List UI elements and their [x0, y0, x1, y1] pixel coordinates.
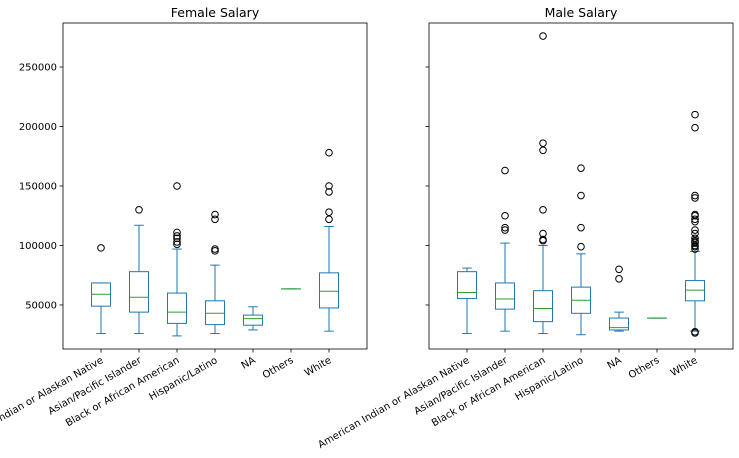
box-5 — [243, 306, 263, 331]
outlier-point — [211, 215, 219, 224]
outlier-point — [539, 235, 547, 244]
outlier-point — [211, 210, 219, 219]
outlier-point — [691, 226, 699, 234]
chart-title: Female Salary — [171, 5, 260, 20]
box-body — [243, 314, 263, 326]
outlier-point — [691, 215, 699, 224]
outlier-point — [539, 205, 547, 214]
box-2 — [129, 205, 149, 335]
outlier-point — [539, 229, 547, 238]
y-tick-label: 250000 — [19, 63, 57, 74]
box-body — [533, 290, 553, 323]
outlier-point — [577, 164, 585, 172]
outlier-point — [691, 123, 699, 132]
chart-title: Male Salary — [545, 5, 618, 20]
outlier-point — [691, 194, 699, 202]
outlier-point — [691, 110, 699, 119]
box-body — [129, 271, 149, 313]
outlier-point — [577, 223, 585, 232]
box-body — [609, 317, 629, 331]
outlier-point — [539, 32, 547, 40]
outlier-point — [615, 275, 623, 283]
outlier-point — [211, 245, 219, 253]
outlier-point — [325, 188, 333, 196]
outlier-point — [173, 234, 181, 243]
outlier-point — [691, 236, 699, 245]
box-7 — [685, 110, 705, 337]
box-4 — [571, 164, 591, 336]
axes-frame — [62, 22, 368, 350]
box-1 — [91, 244, 111, 335]
box-3 — [533, 32, 553, 335]
outlier-point — [691, 229, 699, 238]
box-7 — [319, 148, 339, 332]
box-body — [457, 271, 477, 299]
box-1 — [457, 267, 477, 335]
outlier-point — [501, 223, 509, 232]
box-body — [167, 292, 187, 324]
outlier-point — [325, 208, 333, 216]
outlier-point — [501, 226, 509, 234]
y-tick-label: 200000 — [19, 122, 57, 133]
outlier-point — [501, 166, 509, 175]
outlier-point — [691, 245, 699, 253]
outlier-point — [691, 217, 699, 226]
outlier-point — [173, 228, 181, 237]
outlier-point — [501, 211, 509, 220]
outlier-point — [173, 182, 181, 190]
box-2 — [495, 166, 515, 332]
outlier-point — [691, 210, 699, 219]
outlier-point — [691, 241, 699, 250]
outlier-point — [691, 191, 699, 200]
outlier-point — [97, 244, 105, 252]
outlier-point — [173, 238, 181, 246]
outlier-point — [325, 148, 333, 157]
outlier-point — [539, 146, 547, 155]
y-tick-label: 50000 — [25, 300, 57, 311]
axes-frame — [428, 22, 734, 350]
outlier-point — [615, 265, 623, 274]
box-4 — [205, 210, 225, 335]
outlier-point — [135, 205, 143, 214]
y-tick-label: 150000 — [19, 182, 57, 193]
outlier-point — [691, 234, 699, 243]
box-body — [685, 280, 705, 302]
outlier-point — [173, 232, 181, 240]
y-tick-label: 100000 — [19, 241, 57, 252]
outlier-point — [577, 242, 585, 251]
box-3 — [167, 182, 187, 337]
box-body — [495, 282, 515, 310]
outlier-point — [539, 139, 547, 147]
box-5 — [609, 265, 629, 332]
outlier-point — [325, 182, 333, 190]
outlier-point — [173, 240, 181, 249]
outlier-point — [325, 215, 333, 224]
box-body — [205, 300, 225, 326]
outlier-point — [691, 327, 699, 336]
box-body — [319, 272, 339, 309]
outlier-point — [577, 191, 585, 200]
